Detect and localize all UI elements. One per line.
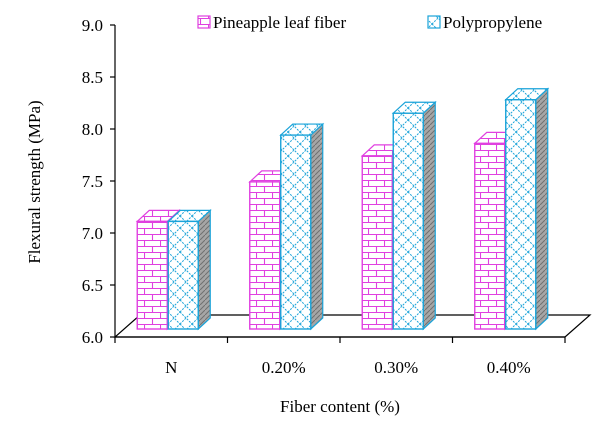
bar-polypropylene-1 — [279, 122, 325, 331]
x-tick-label: 0.30% — [374, 358, 418, 377]
y-tick-label: 6.5 — [82, 276, 103, 295]
x-tick-label: N — [165, 358, 177, 377]
y-tick-label: 7.5 — [82, 172, 103, 191]
y-tick-label: 8.5 — [82, 68, 103, 87]
y-tick-label: 7.0 — [82, 224, 103, 243]
bar-polypropylene-0 — [166, 209, 212, 331]
y-tick-label: 9.0 — [82, 16, 103, 35]
legend-label-polypropylene: Polypropylene — [443, 13, 542, 32]
legend-swatch-polypropylene — [427, 15, 441, 29]
y-axis-title: Flexural strength (MPa) — [25, 100, 44, 263]
y-axis-ticks: 6.0 6.5 7.0 7.5 8.0 8.5 9.0 — [82, 16, 115, 347]
x-axis-title: Fiber content (%) — [280, 397, 400, 416]
legend-label-pineapple: Pineapple leaf fiber — [213, 13, 346, 32]
legend-swatch-pineapple — [197, 15, 211, 29]
legend-item-polypropylene: Polypropylene — [427, 13, 542, 32]
bar-polypropylene-3 — [504, 87, 550, 331]
y-tick-label: 6.0 — [82, 328, 103, 347]
bar-polypropylene-2 — [391, 100, 437, 331]
y-tick-label: 8.0 — [82, 120, 103, 139]
legend: Pineapple leaf fiber Polypropylene — [197, 13, 542, 32]
legend-item-pineapple: Pineapple leaf fiber — [197, 13, 346, 32]
x-axis-ticks: N 0.20% 0.30% 0.40% — [114, 337, 566, 377]
bars-group — [135, 87, 550, 331]
x-tick-label: 0.40% — [487, 358, 531, 377]
x-tick-label: 0.20% — [262, 358, 306, 377]
